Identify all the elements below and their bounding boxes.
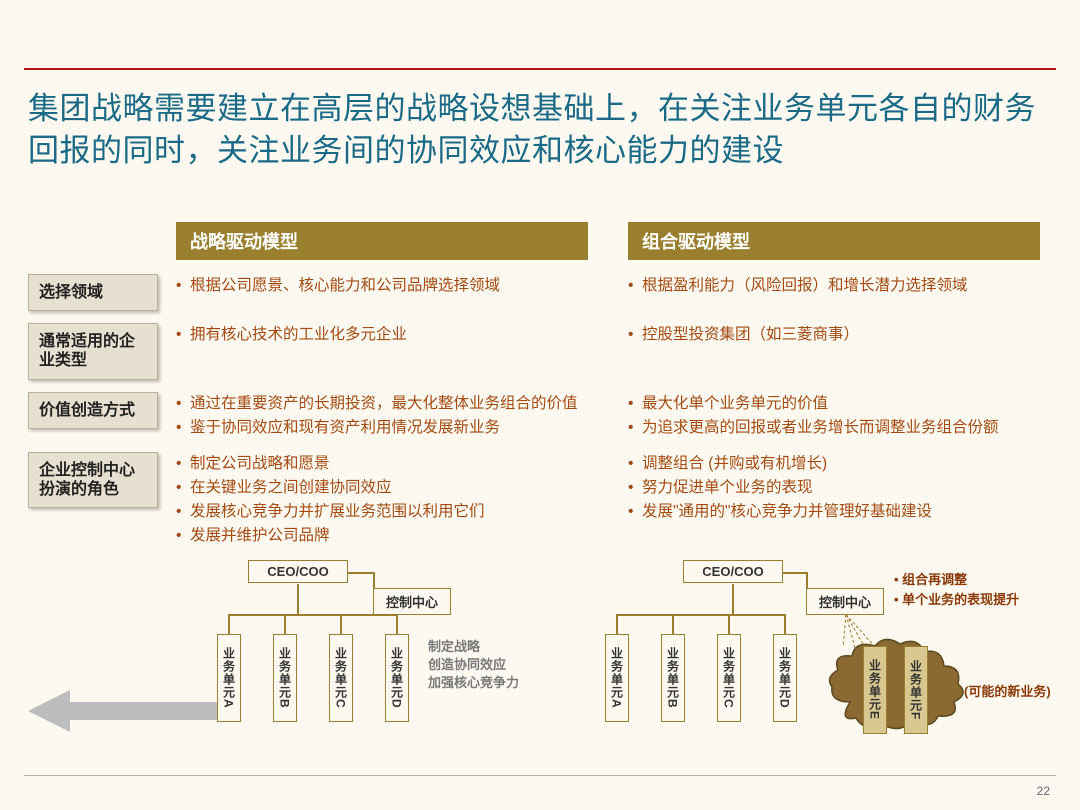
row-label-domain: 选择领域 — [28, 274, 158, 311]
left-org-diagram: CEO/COO 控制中心 业务单元A 业务单元B 业务单元C 业务单元D 制定战… — [28, 560, 558, 770]
ceo-box-left: CEO/COO — [248, 560, 348, 583]
unit-d-right: 业务单元D — [773, 634, 797, 722]
row-label-value-creation: 价值创造方式 — [28, 392, 158, 429]
cloud-label: (可能的新业务) — [964, 682, 1051, 702]
right-r3-bullets: 最大化单个业务单元的价值 为追求更高的回报或者业务增长而调整业务组合份额 — [628, 392, 1040, 440]
unit-c-left: 业务单元C — [329, 634, 353, 722]
page-number: 22 — [1037, 784, 1050, 798]
unit-a-left: 业务单元A — [217, 634, 241, 722]
control-box-right: 控制中心 — [806, 588, 884, 615]
left-arrow-icon — [28, 690, 228, 730]
unit-c-right: 业务单元C — [717, 634, 741, 722]
right-r2-bullets: 控股型投资集团（如三菱商事） — [628, 323, 1040, 347]
left-r3-bullets: 通过在重要资产的长期投资，最大化整体业务组合的价值 鉴于协同效应和现有资产利用情… — [176, 392, 588, 440]
ceo-box-right: CEO/COO — [683, 560, 783, 583]
unit-b-right: 业务单元B — [661, 634, 685, 722]
unit-a-right: 业务单元A — [605, 634, 629, 722]
left-r1-bullets: 根据公司愿景、核心能力和公司品牌选择领域 — [176, 274, 588, 298]
unit-b-left: 业务单元B — [273, 634, 297, 722]
unit-e-right: 业务单元E — [863, 646, 887, 734]
right-org-diagram: CEO/COO 控制中心 业务单元A 业务单元B 业务单元C 业务单元D 业务单… — [588, 560, 1058, 770]
row-label-control-role: 企业控制中心扮演的角色 — [28, 452, 158, 508]
left-annotation: 制定战略 创造协同效应 加强核心竞争力 — [428, 638, 519, 693]
slide-title: 集团战略需要建立在高层的战略设想基础上，在关注业务单元各自的财务回报的同时，关注… — [28, 88, 1052, 172]
top-divider — [24, 68, 1056, 70]
left-column-header: 战略驱动模型 — [176, 222, 588, 260]
bottom-divider — [24, 775, 1056, 776]
unit-d-left: 业务单元D — [385, 634, 409, 722]
cloud-icon — [820, 632, 970, 732]
right-r4-bullets: 调整组合 (并购或有机增长) 努力促进单个业务的表现 发展"通用的"核心竞争力并… — [628, 452, 1040, 524]
comparison-grid: 战略驱动模型 组合驱动模型 选择领域 根据公司愿景、核心能力和公司品牌选择领域 … — [28, 222, 1052, 560]
left-r4-bullets: 制定公司战略和愿景 在关键业务之间创建协同效应 发展核心竞争力并扩展业务范围以利… — [176, 452, 588, 548]
left-r2-bullets: 拥有核心技术的工业化多元企业 — [176, 323, 588, 347]
right-annotation: • 组合再调整 • 单个业务的表现提升 — [894, 570, 1019, 609]
unit-f-right: 业务单元F — [904, 646, 928, 734]
row-label-enterprise-type: 通常适用的企业类型 — [28, 323, 158, 379]
right-column-header: 组合驱动模型 — [628, 222, 1040, 260]
right-r1-bullets: 根据盈利能力（风险回报）和增长潜力选择领域 — [628, 274, 1040, 298]
control-box-left: 控制中心 — [373, 588, 451, 615]
